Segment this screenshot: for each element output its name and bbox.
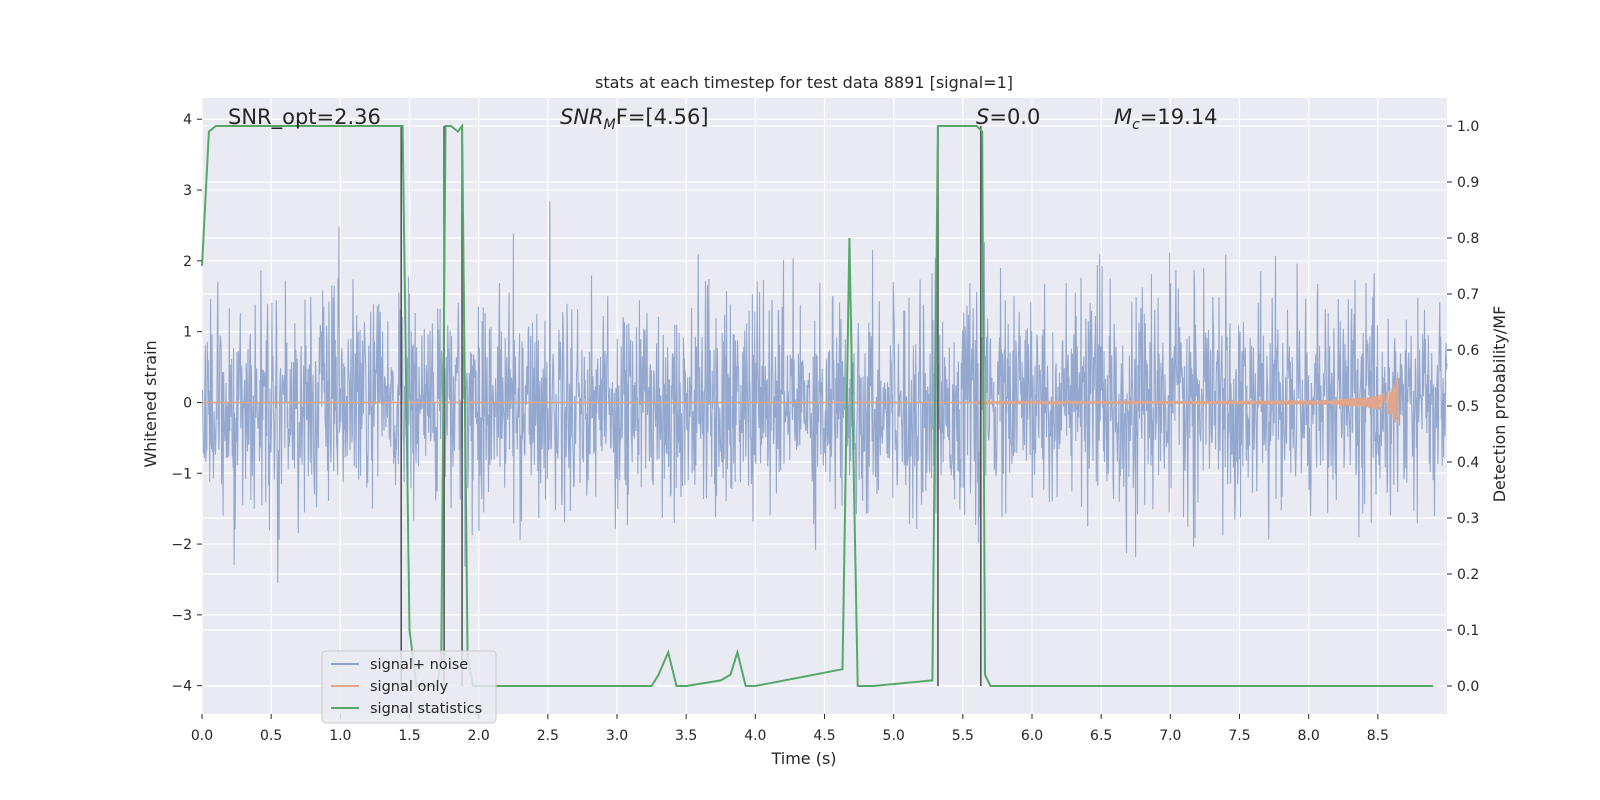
x-tick-label: 5.0 bbox=[883, 728, 905, 744]
x-tick-label: 1.5 bbox=[398, 728, 420, 744]
y2-tick-label: 0.9 bbox=[1457, 175, 1479, 191]
y2-tick-label: 0.1 bbox=[1457, 623, 1479, 639]
annotation-snr-mf: SNRMF=[4.56] bbox=[560, 105, 709, 133]
x-tick-label: 2.5 bbox=[537, 728, 559, 744]
legend-label-signal-only: signal only bbox=[370, 679, 449, 695]
y-tick-label: 1 bbox=[183, 325, 192, 341]
y2-tick-label: 0.7 bbox=[1457, 287, 1479, 303]
x-tick-label: 8.5 bbox=[1367, 728, 1389, 744]
annotation-snr-mf-label: SNR bbox=[560, 105, 604, 129]
legend-box bbox=[321, 650, 497, 724]
legend-label-signal-noise: signal+ noise bbox=[370, 657, 468, 673]
legend-entry-signal-only: signal only bbox=[331, 679, 449, 695]
chart-title: stats at each timestep for test data 889… bbox=[595, 73, 1013, 92]
axis-ticks: 0.0 0.5 1.0 1.5 2.0 2.5 3.0 3.5 4.0 4.5 5.0 5.5 6.0 6… bbox=[171, 112, 1479, 744]
annotation-mc-sub: c bbox=[1132, 117, 1140, 133]
signal-noise-line bbox=[201, 201, 1448, 583]
annotation-snr-mf-value: F=[4.56] bbox=[616, 105, 709, 129]
legend-entry-signal-statistics: signal statistics bbox=[331, 701, 482, 717]
y-tick-label: −4 bbox=[171, 679, 192, 695]
y-tick-label: 3 bbox=[183, 183, 192, 199]
annotation-mc-label: M bbox=[1114, 105, 1132, 129]
y-tick-label: 4 bbox=[183, 112, 192, 128]
annotation-mc: Mc=19.14 bbox=[1114, 105, 1218, 133]
y-tick-label: 0 bbox=[183, 395, 192, 411]
x-tick-label: 0.0 bbox=[191, 728, 213, 744]
x-axis-label: Time (s) bbox=[770, 749, 836, 768]
y-tick-label: −2 bbox=[171, 537, 192, 553]
signal-only-line bbox=[976, 372, 1399, 425]
annotation-snr-opt: SNR_opt=2.36 bbox=[228, 105, 381, 130]
x-tick-label: 3.5 bbox=[675, 728, 697, 744]
annotations: SNR_opt=2.36 SNRMF=[4.56] S=0.0 Mc=19.14 bbox=[228, 105, 1218, 133]
y-tick-label: −3 bbox=[171, 608, 192, 624]
gridlines bbox=[201, 98, 1447, 714]
annotation-s-label: S bbox=[976, 105, 989, 129]
y2-tick-label: 0.4 bbox=[1457, 455, 1479, 471]
y-axis-label: Whitened strain bbox=[141, 340, 160, 467]
x-tick-label: 5.5 bbox=[952, 728, 974, 744]
x-tick-label: 6.5 bbox=[1090, 728, 1112, 744]
annotation-snr-mf-sub: M bbox=[604, 117, 616, 133]
x-tick-label: 3.0 bbox=[606, 728, 628, 744]
annotation-mc-value: =19.14 bbox=[1140, 105, 1218, 129]
legend-label-signal-statistics: signal statistics bbox=[370, 701, 482, 717]
series-signal-noise bbox=[201, 201, 1448, 583]
y-tick-label: −1 bbox=[171, 466, 192, 482]
x-tick-label: 6.0 bbox=[1021, 728, 1043, 744]
annotation-s-value: =0.0 bbox=[989, 105, 1040, 129]
y2-tick-label: 0.3 bbox=[1457, 511, 1479, 527]
legend: signal+ noise signal only signal statist… bbox=[321, 650, 497, 724]
x-tick-label: 4.5 bbox=[813, 728, 835, 744]
y2-tick-label: 1.0 bbox=[1457, 119, 1479, 135]
x-tick-label: 8.0 bbox=[1298, 728, 1320, 744]
x-tick-label: 1.0 bbox=[329, 728, 351, 744]
x-tick-label: 2.0 bbox=[468, 728, 490, 744]
y-tick-label: 2 bbox=[183, 254, 192, 270]
x-tick-label: 7.0 bbox=[1159, 728, 1181, 744]
legend-entry-signal-noise: signal+ noise bbox=[331, 657, 468, 673]
y2-tick-label: 0.0 bbox=[1457, 679, 1479, 695]
y2-tick-label: 0.5 bbox=[1457, 399, 1479, 415]
y2-axis-label: Detection probability/MF bbox=[1490, 306, 1509, 503]
x-tick-label: 4.0 bbox=[744, 728, 766, 744]
y2-tick-label: 0.8 bbox=[1457, 231, 1479, 247]
annotation-s: S=0.0 bbox=[976, 105, 1040, 129]
y2-tick-label: 0.6 bbox=[1457, 343, 1479, 359]
x-tick-label: 7.5 bbox=[1228, 728, 1250, 744]
y2-tick-label: 0.2 bbox=[1457, 567, 1479, 583]
x-tick-label: 0.5 bbox=[260, 728, 282, 744]
